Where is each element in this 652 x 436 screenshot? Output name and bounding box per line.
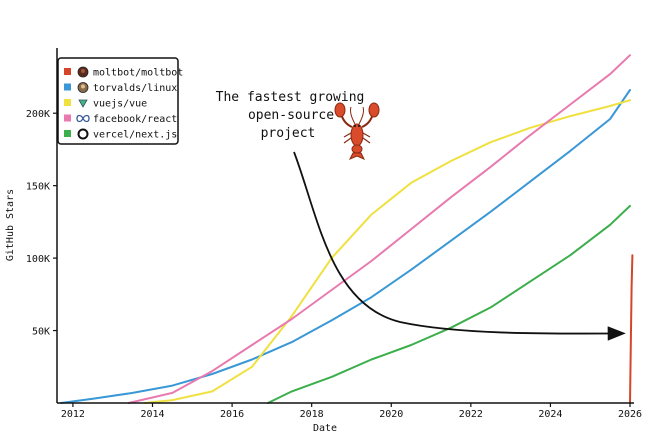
series-layer — [60, 54, 634, 404]
axes — [56, 48, 634, 404]
annotation-line-2: open-source — [248, 108, 334, 123]
legend: moltbot/moltbot torvalds/linux vuejs/vue fa… — [57, 57, 183, 145]
legend-label: torvalds/linux — [93, 83, 177, 94]
legend-label: vercel/next.js — [93, 130, 177, 141]
lobster-icon — [334, 102, 380, 160]
annotation-arrow — [293, 151, 626, 341]
legend-swatch — [64, 130, 71, 137]
x-tick-label: 2026 — [618, 409, 642, 420]
y-tick-label: 100K — [26, 254, 50, 265]
x-tick-label: 2024 — [538, 409, 562, 420]
x-tick-label: 2014 — [140, 409, 164, 420]
x-tick-label: 2018 — [300, 409, 324, 420]
legend-label: moltbot/moltbot — [93, 68, 183, 79]
legend-swatch — [64, 83, 71, 91]
x-tick-label: 2012 — [61, 409, 85, 420]
x-tick-label: 2020 — [379, 409, 403, 420]
series-line-vercel-next-js — [266, 204, 631, 404]
legend-label: vuejs/vue — [93, 99, 147, 110]
y-tick-label: 50K — [32, 327, 50, 338]
legend-swatch — [64, 99, 71, 106]
legend-swatch — [64, 68, 71, 75]
legend-marker-circle — [77, 128, 89, 140]
legend-marker-avatar — [77, 66, 89, 78]
legend-items: moltbot/moltbot torvalds/linux vuejs/vue fa… — [64, 66, 183, 141]
legend-box — [57, 57, 179, 145]
x-axis-title: Date — [313, 423, 337, 434]
legend-marker-infinity — [76, 114, 90, 123]
x-ticks: 2012 2014 2016 2018 2020 2022 2024 2026 — [61, 403, 642, 420]
annotation-line-1: The fastest growing — [216, 90, 365, 105]
legend-swatch — [64, 114, 71, 122]
series-line-vuejs-vue — [143, 99, 631, 404]
annotation: The fastest growing open-source project — [216, 90, 626, 341]
legend-marker-triangle-down — [78, 99, 88, 108]
annotation-line-3: project — [261, 126, 316, 141]
legend-label: facebook/react — [93, 114, 177, 125]
x-tick-label: 2016 — [220, 409, 244, 420]
series-line-torvalds-linux — [60, 89, 631, 404]
y-tick-label: 200K — [26, 109, 50, 120]
series-line-moltbot-moltbot — [629, 254, 634, 404]
y-tick-label: 150K — [26, 182, 50, 193]
y-ticks: 50K 100K 150K 200K — [26, 109, 57, 338]
series-line-facebook-react — [127, 54, 631, 404]
legend-marker-avatar — [77, 82, 89, 93]
y-axis-title: GitHub Stars — [5, 189, 16, 261]
x-tick-label: 2022 — [459, 409, 483, 420]
